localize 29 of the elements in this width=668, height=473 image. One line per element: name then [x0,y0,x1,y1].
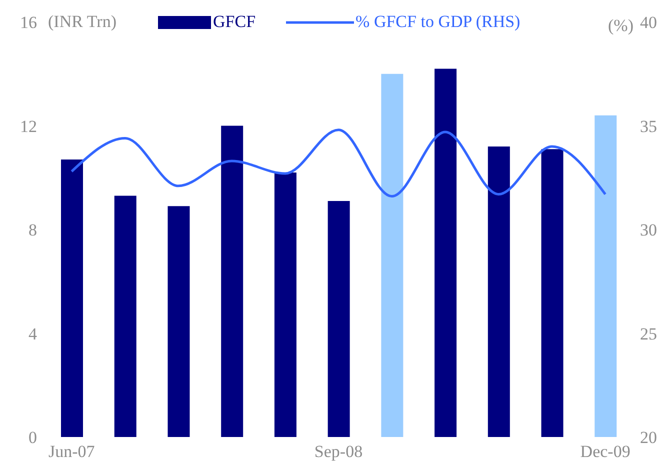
x-tick-label: Dec-09 [580,442,630,462]
bar [114,196,136,437]
y-tick-label: 12 [20,116,37,136]
y2-tick-label: 35 [640,116,657,136]
y-axis-title: (INR Trn) [48,12,116,32]
legend-label: % GFCF to GDP (RHS) [356,12,520,32]
y2-tick-label: 40 [640,13,657,32]
y-tick-label: 8 [28,220,37,240]
y2-tick-label: 20 [640,428,657,448]
line-series [70,128,607,198]
y2-axis-title: (%) [608,16,634,36]
x-tick-label: Jun-07 [48,442,96,462]
bar [274,172,296,437]
y-tick-label: 0 [28,428,37,448]
bar [221,126,244,437]
y2-tick-label: 30 [640,220,657,240]
bar [168,206,190,437]
legend-label: GFCF [213,12,256,32]
bar [541,149,564,437]
y2-tick-label: 25 [640,324,657,344]
y-tick-label: 4 [28,324,38,344]
bar [381,74,404,437]
x-tick-label: Sep-08 [314,442,363,462]
bar [328,200,350,437]
y-tick-label: 16 [20,13,37,32]
bar [434,68,457,437]
bar [594,115,617,437]
bar [61,159,83,437]
bar [488,146,510,437]
